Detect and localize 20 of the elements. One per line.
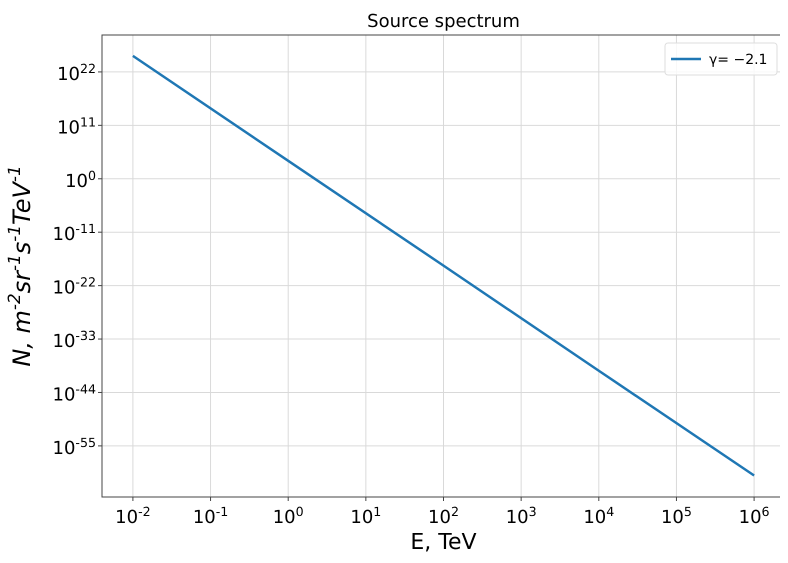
x-tick-label: 10$^{-1}$ [192, 504, 228, 528]
y-tick-label: 10$^{-44}$ [52, 380, 96, 406]
y-tick-label: 10$^{11}$ [57, 114, 96, 138]
x-tick-label: 10$^{-2}$ [115, 504, 151, 528]
x-tick-label: 10$^{3}$ [506, 504, 537, 528]
y-tick-label: 10$^{22}$ [57, 60, 96, 85]
y-tick-label: 10$^{-33}$ [52, 328, 96, 352]
x-tick-label: 10$^{4}$ [583, 504, 614, 528]
y-tick-label: 10$^{-55}$ [52, 434, 96, 459]
y-tick-label: 10$^{0}$ [65, 167, 96, 192]
x-tick-label: 10$^{2}$ [428, 504, 459, 528]
x-tick-label: 10$^{5}$ [660, 504, 692, 528]
x-tick-label: 10$^{0}$ [272, 504, 304, 528]
x-tick-label: 10$^{1}$ [350, 504, 382, 528]
y-tick-label: 10$^{-22}$ [52, 274, 96, 299]
x-axis-title: E, TeV [410, 530, 477, 555]
legend-label: γ= −2.1 [709, 52, 768, 68]
x-tick-label: 10$^{6}$ [738, 504, 770, 528]
y-tick-label: 10$^{-11}$ [52, 220, 96, 246]
chart-title: Source spectrum [367, 11, 520, 32]
